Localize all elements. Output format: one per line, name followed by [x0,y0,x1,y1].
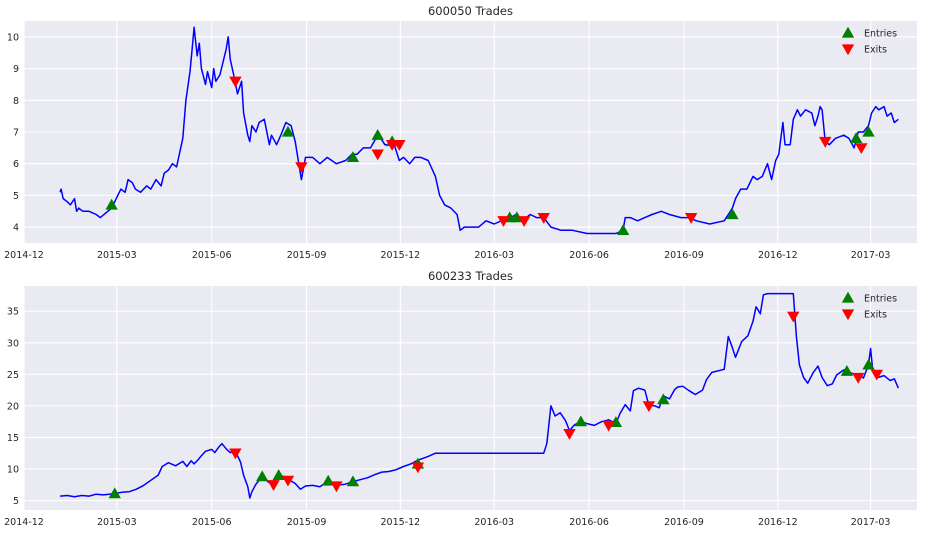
exit-marker [267,480,280,491]
entry-marker [849,132,863,143]
x-tick-label: 2015-06 [192,250,232,261]
entry-marker [256,470,269,482]
x-tick-label: 2017-03 [851,250,891,261]
x-tick-label: 2016-09 [664,250,704,261]
x-tick-label: 2016-09 [664,517,704,528]
entry-marker [346,151,360,163]
chart-title: 600050 Trades [428,4,513,18]
exit-marker [787,311,800,323]
chart-panel-2: 600233 Trades 2014-12 2015-03 2015-06 2015-0… [4,269,917,528]
y-tick-label: 8 [13,96,19,107]
y-tick-label: 9 [13,64,19,75]
entry-marker [657,393,670,405]
x-tick-label: 2016-12 [758,517,798,528]
legend-label: Entries [864,294,897,305]
price-line [59,26,899,235]
chart-panel-1: 600050 Trades 2014-12 2015-03 2015-06 2015-0… [4,4,917,261]
legend-entries-marker [841,291,855,303]
entry-marker [574,415,588,427]
entry-marker [862,358,875,370]
legend-exits-marker [841,309,855,321]
chart-title: 600233 Trades [428,269,513,283]
entry-marker [616,224,630,235]
x-tick-label: 2017-03 [851,517,891,528]
entry-marker [272,469,285,480]
y-tick-label: 5 [13,191,19,202]
entry-marker [281,125,295,137]
exit-marker [281,475,295,487]
exit-marker [497,216,510,227]
x-tick-label: 2015-03 [97,517,137,528]
exit-marker [684,212,698,224]
x-tick-label: 2014-12 [4,517,44,528]
legend-label: Entries [864,29,897,40]
entry-marker [726,208,739,220]
exit-marker [642,401,656,413]
legend-label: Exits [864,45,887,56]
entry-marker [371,128,384,140]
y-tick-label: 7 [13,128,19,139]
exit-marker [602,420,615,432]
exit-marker [229,76,242,88]
legend: Entries Exits [841,26,897,56]
x-tick-label: 2016-06 [569,517,609,528]
y-tick-label: 15 [7,433,19,444]
legend: Entries Exits [841,291,897,321]
y-tick-label: 6 [13,159,19,170]
legend-entries-marker [841,26,855,38]
y-tick-label: 5 [13,496,19,507]
exit-marker [229,448,242,460]
exit-marker [393,140,406,151]
y-tick-label: 30 [7,338,19,349]
exit-marker [855,143,868,155]
plot-area [24,286,917,510]
y-tick-label: 10 [7,32,19,43]
exit-marker [330,481,343,493]
x-tick-label: 2015-09 [287,517,327,528]
x-tick-label: 2016-03 [474,517,514,528]
x-tick-label: 2016-12 [758,250,798,261]
x-tick-label: 2016-03 [474,250,514,261]
exit-marker [819,136,832,148]
entry-marker [108,487,121,499]
exit-marker [870,369,883,381]
y-tick-label: 4 [13,223,19,234]
y-tick-label: 25 [7,370,19,381]
exit-marker [852,372,865,384]
exit-marker [295,162,308,174]
x-tick-label: 2015-12 [381,250,421,261]
exit-marker [411,462,425,474]
entry-marker [840,364,854,376]
x-tick-label: 2015-09 [287,250,327,261]
legend-exits-marker [841,44,855,56]
x-tick-label: 2015-12 [381,517,421,528]
x-tick-label: 2016-06 [569,250,609,261]
y-tick-label: 35 [7,307,19,318]
exit-marker [517,216,531,227]
y-tick-label: 10 [7,464,19,475]
y-tick-label: 20 [7,401,19,412]
x-tick-label: 2015-03 [97,250,137,261]
entry-marker [105,198,118,210]
price-line [60,292,900,499]
entry-marker [862,125,875,137]
x-tick-label: 2015-06 [192,517,232,528]
exit-marker [537,212,550,224]
entry-marker [346,475,360,487]
exit-marker [371,149,384,161]
exit-marker [563,429,576,440]
legend-label: Exits [864,310,887,321]
x-tick-label: 2014-12 [4,250,44,261]
